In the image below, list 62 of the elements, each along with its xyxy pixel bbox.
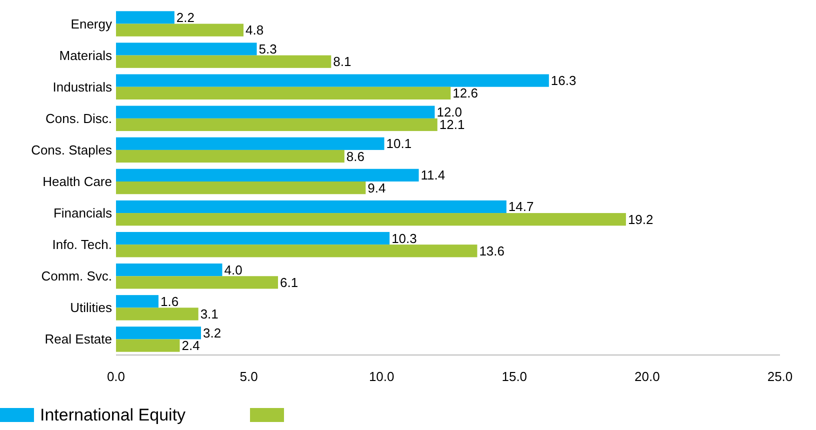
x-tick-label: 10.0 bbox=[368, 369, 394, 384]
bar bbox=[116, 326, 201, 340]
bar bbox=[116, 276, 278, 289]
data-label: 2.2 bbox=[176, 10, 195, 25]
y-tick-label: Financials bbox=[53, 206, 112, 221]
bar bbox=[116, 182, 366, 194]
y-tick-label: Materials bbox=[59, 48, 112, 63]
data-label: 5.3 bbox=[258, 42, 277, 57]
bar bbox=[116, 339, 180, 352]
y-tick-label: Comm. Svc. bbox=[41, 268, 112, 284]
x-tick-label: 20.0 bbox=[634, 369, 660, 384]
bar bbox=[116, 244, 478, 258]
y-tick-label: Real Estate bbox=[44, 332, 112, 347]
y-tick-label: Cons. Disc. bbox=[46, 110, 112, 126]
data-label: 3.1 bbox=[200, 306, 218, 322]
bar bbox=[116, 11, 174, 24]
data-label: 1.6 bbox=[160, 294, 179, 309]
data-label: 12.1 bbox=[439, 117, 465, 132]
y-tick-label: Energy bbox=[70, 16, 112, 32]
x-tick-label: 15.0 bbox=[502, 369, 528, 384]
data-label: 10.3 bbox=[392, 230, 417, 246]
y-tick-label: Cons. Staples bbox=[31, 142, 112, 158]
data-label: 16.3 bbox=[550, 73, 576, 88]
bar bbox=[116, 232, 390, 245]
data-label: 12.0 bbox=[436, 104, 462, 120]
bar bbox=[116, 213, 626, 226]
y-tick-label: Health Care bbox=[42, 174, 112, 189]
y-tick-label: Industrials bbox=[52, 79, 112, 94]
y-tick-label: Info. Tech. bbox=[52, 237, 112, 252]
x-tick-label: 25.0 bbox=[767, 369, 793, 384]
data-label: 11.4 bbox=[420, 168, 446, 183]
x-tick-label: 5.0 bbox=[240, 369, 258, 384]
x-tick-label: 0.0 bbox=[106, 369, 126, 384]
data-label: 8.1 bbox=[333, 54, 352, 70]
y-tick-label: Utilities bbox=[70, 300, 112, 316]
bar bbox=[116, 137, 384, 150]
data-label: 13.6 bbox=[479, 243, 505, 258]
bar bbox=[116, 42, 257, 56]
data-label: 4.8 bbox=[245, 22, 264, 38]
data-label: 12.6 bbox=[452, 86, 478, 101]
bar bbox=[116, 264, 222, 276]
bar bbox=[116, 200, 506, 214]
legend-label: International Equity bbox=[40, 406, 186, 424]
data-label: 14.7 bbox=[508, 199, 534, 214]
bar bbox=[116, 295, 158, 308]
data-label: 2.4 bbox=[182, 338, 200, 354]
bar bbox=[116, 150, 344, 163]
bar bbox=[116, 308, 198, 320]
bar bbox=[116, 118, 438, 132]
data-label: 19.2 bbox=[628, 212, 654, 227]
bar bbox=[116, 74, 549, 87]
bar bbox=[116, 24, 244, 36]
data-label: 8.6 bbox=[346, 148, 364, 164]
bar bbox=[116, 106, 435, 118]
bar bbox=[116, 55, 332, 68]
data-label: 10.1 bbox=[386, 136, 412, 152]
data-label: 3.2 bbox=[202, 325, 222, 340]
bar bbox=[116, 168, 419, 182]
data-label: 4.0 bbox=[224, 262, 242, 278]
bar bbox=[116, 86, 451, 100]
data-label: 9.4 bbox=[368, 180, 386, 196]
data-label: 6.1 bbox=[280, 274, 298, 290]
